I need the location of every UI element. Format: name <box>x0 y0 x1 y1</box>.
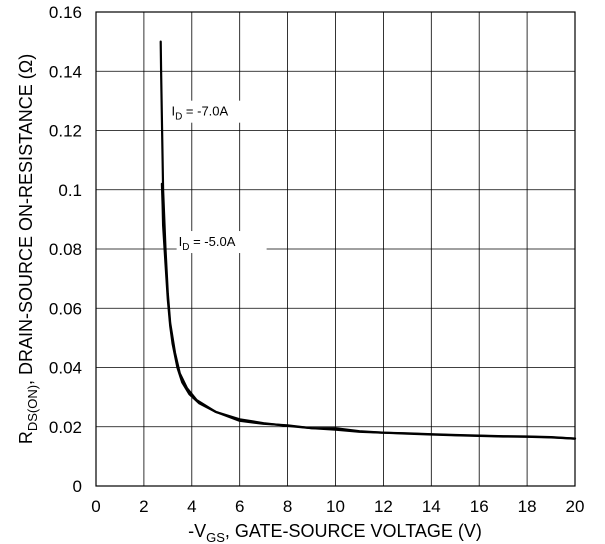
x-tick-label: 18 <box>518 497 537 516</box>
y-tick-label: 0.16 <box>49 3 82 22</box>
x-tick-label: 12 <box>374 497 393 516</box>
series-line-2 <box>160 182 577 440</box>
x-tick-label: 0 <box>91 497 100 516</box>
series-layer <box>159 40 577 440</box>
x-tick-label: 10 <box>326 497 345 516</box>
y-tick-label: 0.14 <box>49 62 82 81</box>
series-label-background <box>176 231 267 254</box>
series-label-1: ID = -7.0A <box>171 104 228 123</box>
series-label-background <box>169 100 260 123</box>
y-axis-title-rest: , DRAIN-SOURCE ON-RESISTANCE (Ω) <box>16 54 36 385</box>
y-tick-label: 0.08 <box>49 240 82 259</box>
y-tick-label: 0.1 <box>58 181 82 200</box>
annotations: ID = -7.0A ID = -5.0A <box>169 100 267 254</box>
x-axis-title-sub: GS <box>206 530 225 544</box>
x-tick-label: 20 <box>566 497 585 516</box>
series-label-2: ID = -5.0A <box>179 234 236 253</box>
y-tick-label: 0.02 <box>49 418 82 437</box>
plot-frame <box>95 11 576 487</box>
x-tick-label: 8 <box>283 497 292 516</box>
x-tick-label: 14 <box>422 497 441 516</box>
tick-labels: 0 2 4 6 8 10 12 14 16 18 20 0 0.02 0.04 0.06 0.08 0.1 0.1… <box>49 3 585 516</box>
x-axis-title-prefix: -V <box>188 521 206 541</box>
x-tick-label: 2 <box>139 497 148 516</box>
y-tick-label: 0 <box>73 477 82 496</box>
y-axis-title: RDS(ON), DRAIN-SOURCE ON-RESISTANCE (Ω) <box>16 54 40 444</box>
x-axis-title-rest: , GATE-SOURCE VOLTAGE (V) <box>225 521 482 541</box>
y-tick-label: 0.04 <box>49 359 82 378</box>
y-tick-label: 0.12 <box>49 122 82 141</box>
y-axis-title-sub: DS(ON) <box>25 385 40 431</box>
grid <box>95 11 576 487</box>
x-tick-label: 16 <box>470 497 489 516</box>
x-axis-title: -VGS, GATE-SOURCE VOLTAGE (V) <box>188 521 482 544</box>
x-tick-label: 4 <box>187 497 196 516</box>
y-axis-title-prefix: R <box>16 431 36 444</box>
y-tick-label: 0.06 <box>49 299 82 318</box>
x-tick-label: 6 <box>235 497 244 516</box>
